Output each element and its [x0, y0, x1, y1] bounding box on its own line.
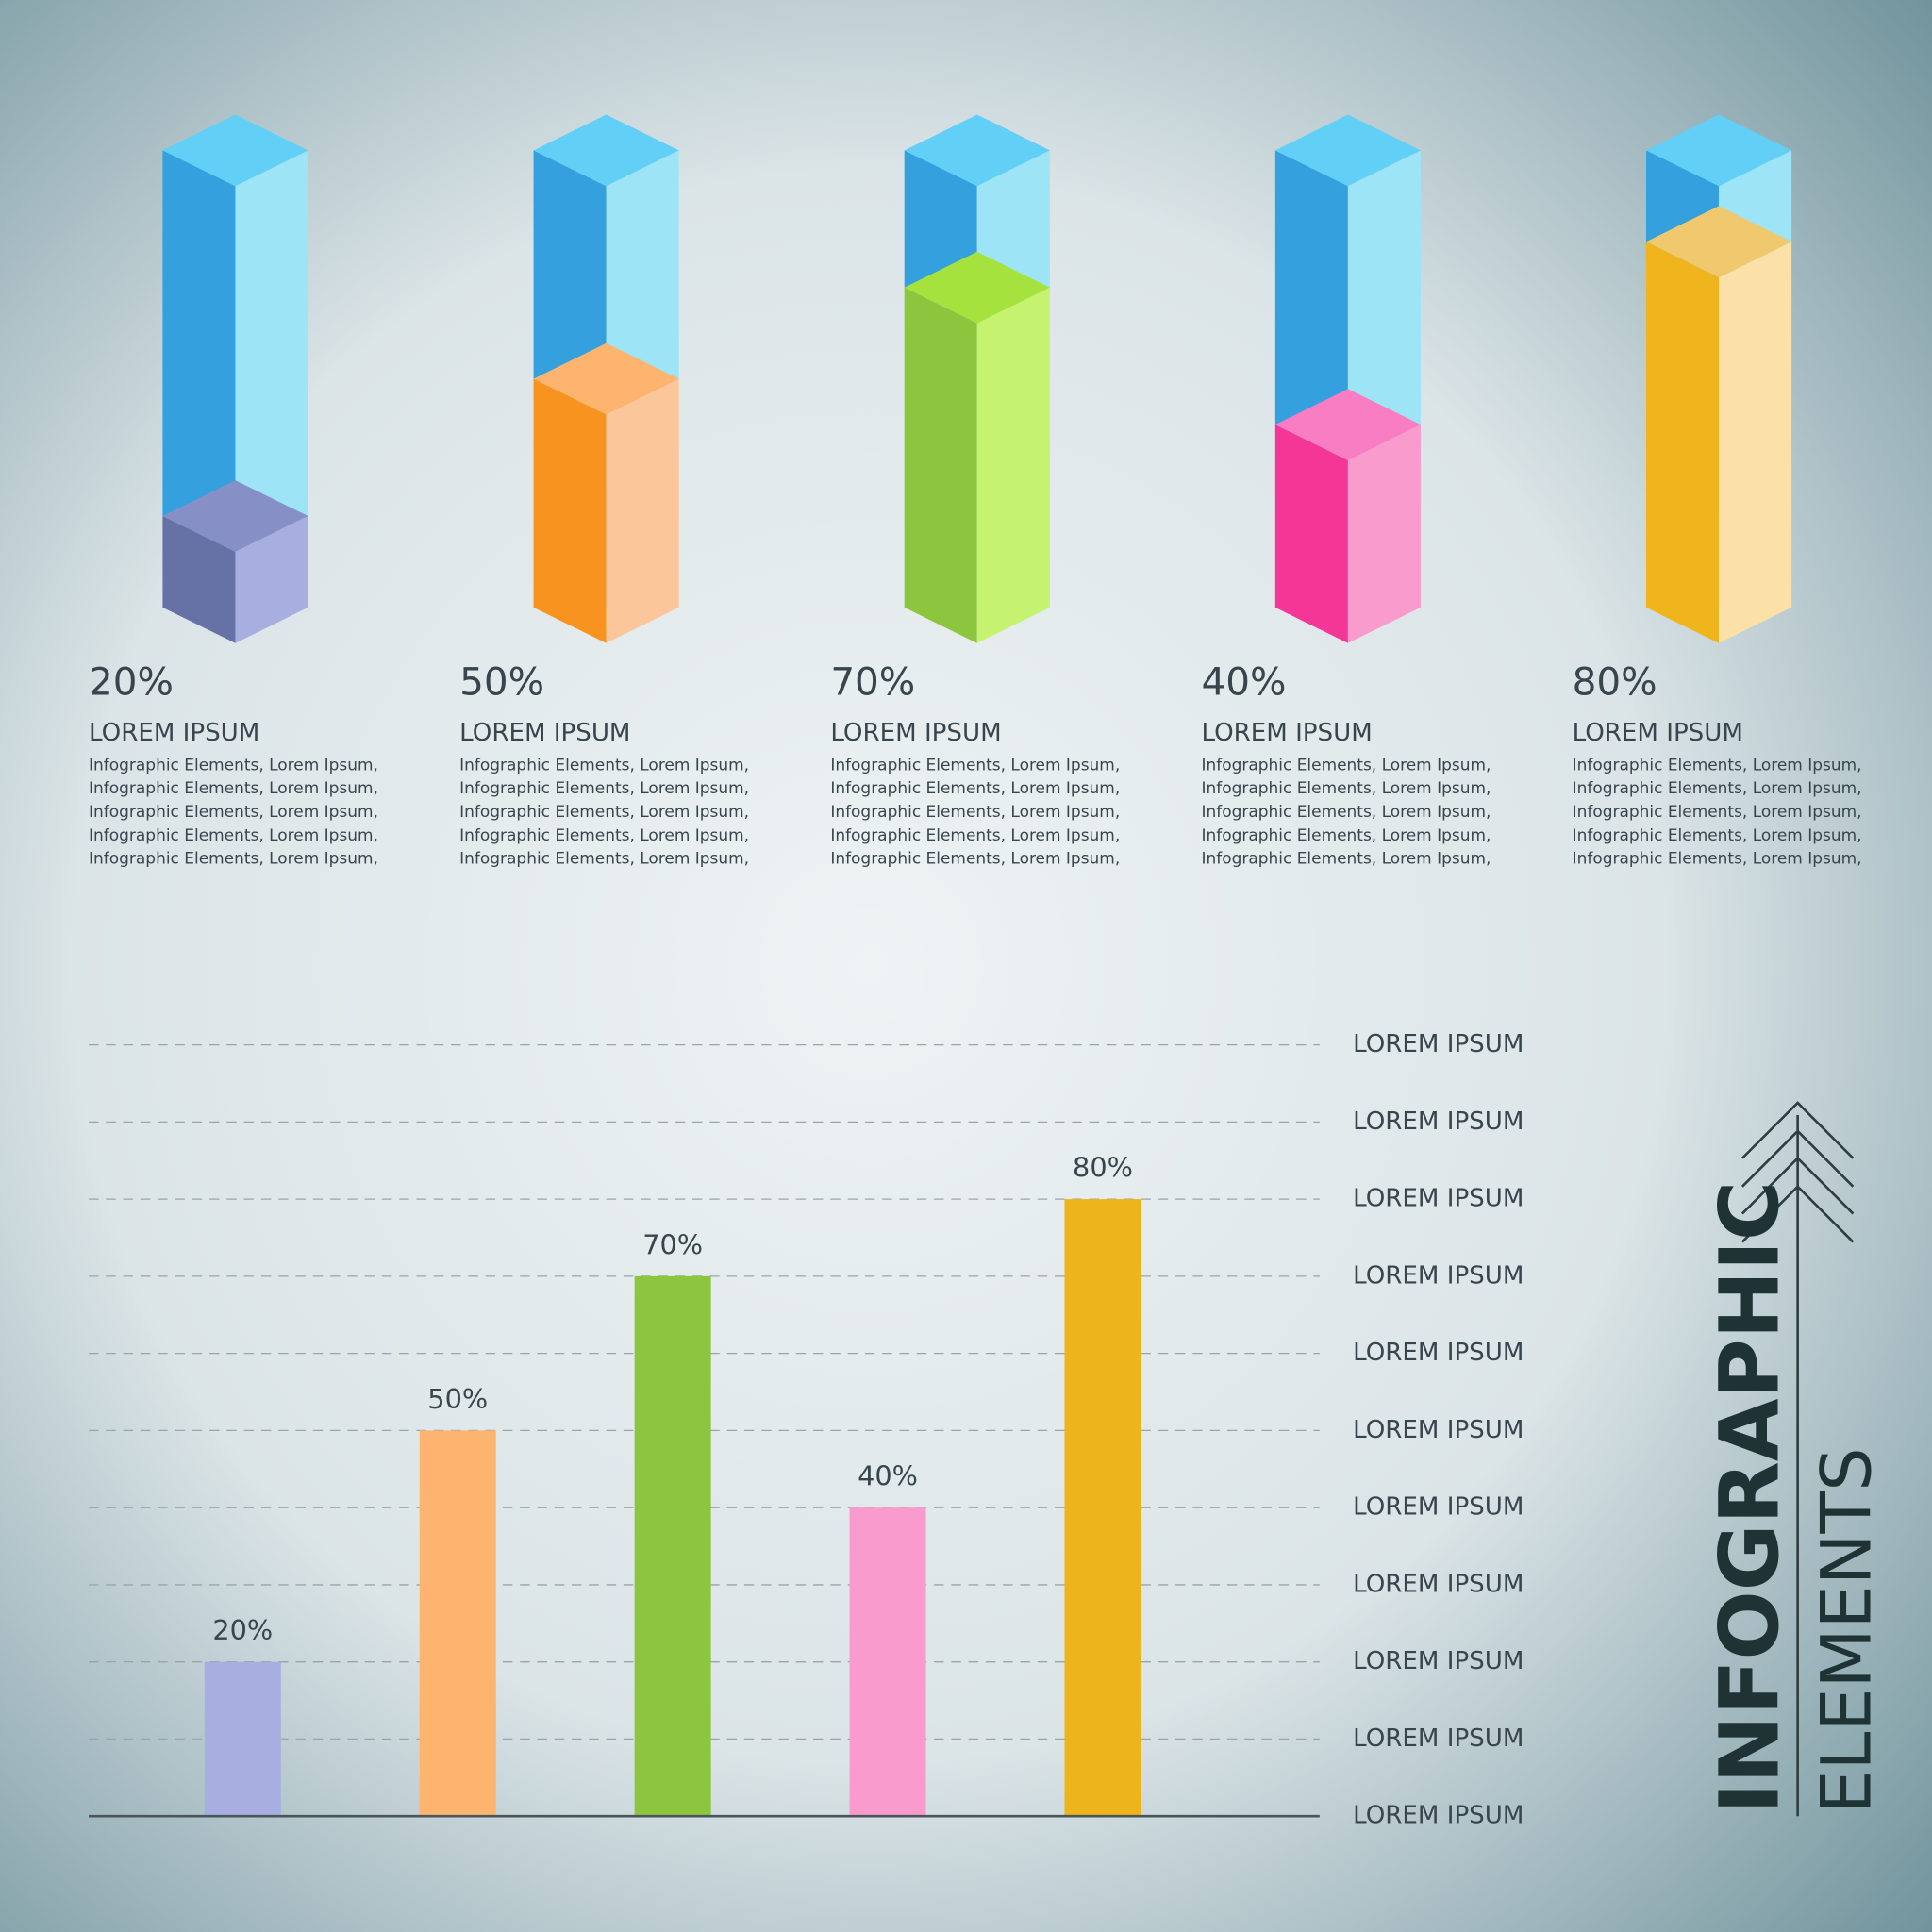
- column-front: [1347, 425, 1421, 643]
- item-description: Infographic Elements, Lorem Ipsum,: [89, 850, 378, 869]
- bar: [634, 1275, 711, 1817]
- column-empty-front: [235, 150, 308, 552]
- item-description: Infographic Elements, Lorem Ipsum,: [1201, 756, 1491, 774]
- column-top: [533, 342, 679, 415]
- bar-value-label: 50%: [427, 1383, 488, 1415]
- item-description: Infographic Elements, Lorem Ipsum,: [1201, 803, 1491, 822]
- column-top: [162, 480, 308, 552]
- column-top: [1274, 389, 1421, 460]
- item-description: Infographic Elements, Lorem Ipsum,: [89, 826, 378, 845]
- item-title: LOREM IPSUM: [89, 719, 259, 747]
- item-description: Infographic Elements, Lorem Ipsum,: [830, 850, 1120, 869]
- item-description: Infographic Elements, Lorem Ipsum,: [459, 803, 749, 822]
- y-tick-label: LOREM IPSUM: [1353, 1647, 1524, 1675]
- column: [904, 251, 1050, 643]
- y-tick-label: LOREM IPSUM: [1353, 1108, 1524, 1136]
- column-empty-top: [162, 114, 308, 187]
- item-description: Infographic Elements, Lorem Ipsum,: [459, 756, 749, 774]
- y-tick-label: LOREM IPSUM: [1353, 1030, 1524, 1058]
- bar: [204, 1661, 281, 1817]
- item-description: Infographic Elements, Lorem Ipsum,: [89, 756, 378, 774]
- column-empty-top: [904, 114, 1050, 187]
- column-front: [1719, 242, 1792, 643]
- bar: [849, 1507, 926, 1817]
- column-front: [976, 287, 1050, 643]
- column-side: [904, 287, 977, 643]
- value-label: 20%: [89, 659, 174, 705]
- y-tick-label: LOREM IPSUM: [1353, 1339, 1524, 1367]
- y-tick-label: LOREM IPSUM: [1353, 1802, 1524, 1830]
- item-title: LOREM IPSUM: [1573, 719, 1743, 747]
- column-top: [1645, 206, 1792, 278]
- item-description: Infographic Elements, Lorem Ipsum,: [1201, 826, 1491, 845]
- column-side: [162, 516, 236, 643]
- bar-value-label: 40%: [858, 1460, 918, 1492]
- column-empty-side: [162, 150, 236, 552]
- column-top: [904, 251, 1050, 324]
- item-description: Infographic Elements, Lorem Ipsum,: [1573, 850, 1862, 869]
- item-title: LOREM IPSUM: [459, 719, 630, 747]
- y-tick-label: LOREM IPSUM: [1353, 1570, 1524, 1598]
- value-label: 50%: [459, 659, 544, 705]
- item-description: Infographic Elements, Lorem Ipsum,: [830, 826, 1120, 845]
- y-tick-label: LOREM IPSUM: [1353, 1416, 1524, 1444]
- column-empty-side: [1274, 150, 1348, 460]
- column-empty-top: [533, 114, 679, 187]
- item-description: Infographic Elements, Lorem Ipsum,: [459, 779, 749, 798]
- subtitle: ELEMENTS: [1807, 1447, 1888, 1813]
- item-description: Infographic Elements, Lorem Ipsum,: [1573, 803, 1862, 822]
- item-title: LOREM IPSUM: [1201, 719, 1372, 747]
- value-label: 40%: [1201, 659, 1286, 705]
- item-description: Infographic Elements, Lorem Ipsum,: [830, 779, 1120, 798]
- y-tick-label: LOREM IPSUM: [1353, 1493, 1524, 1522]
- column-side: [1645, 242, 1720, 643]
- column-side: [1274, 425, 1348, 643]
- y-tick-label: LOREM IPSUM: [1353, 1261, 1524, 1290]
- column-side: [533, 378, 607, 643]
- column-empty-side: [533, 150, 607, 415]
- bar: [1064, 1199, 1141, 1817]
- item-description: Infographic Elements, Lorem Ipsum,: [1573, 826, 1862, 845]
- item-title: LOREM IPSUM: [830, 719, 1001, 747]
- bar-value-label: 20%: [212, 1614, 273, 1646]
- title: INFOGRAPHIC: [1704, 1181, 1798, 1814]
- column: [162, 480, 308, 643]
- value-label: 70%: [830, 659, 915, 705]
- title-arrow: [1740, 1101, 1855, 1817]
- item-description: Infographic Elements, Lorem Ipsum,: [1573, 756, 1862, 774]
- item-description: Infographic Elements, Lorem Ipsum,: [1201, 850, 1491, 869]
- column-front: [235, 516, 308, 643]
- item-description: Infographic Elements, Lorem Ipsum,: [1573, 779, 1862, 798]
- column: [1645, 206, 1792, 643]
- bar: [419, 1430, 496, 1817]
- column-empty-top: [1274, 114, 1421, 187]
- column: [1274, 389, 1421, 643]
- item-description: Infographic Elements, Lorem Ipsum,: [830, 803, 1120, 822]
- value-label: 80%: [1573, 659, 1657, 705]
- item-description: Infographic Elements, Lorem Ipsum,: [459, 850, 749, 869]
- bar-value-label: 70%: [642, 1228, 703, 1260]
- item-description: Infographic Elements, Lorem Ipsum,: [1201, 779, 1491, 798]
- column-empty-top: [1645, 114, 1792, 187]
- column-front: [606, 378, 679, 643]
- y-tick-label: LOREM IPSUM: [1353, 1724, 1524, 1753]
- column-empty-front: [606, 150, 679, 415]
- item-description: Infographic Elements, Lorem Ipsum,: [830, 756, 1120, 774]
- y-tick-label: LOREM IPSUM: [1353, 1185, 1524, 1213]
- item-description: Infographic Elements, Lorem Ipsum,: [89, 803, 378, 822]
- column: [533, 342, 679, 643]
- bar-value-label: 80%: [1073, 1152, 1133, 1184]
- column-empty-front: [1347, 150, 1421, 460]
- item-description: Infographic Elements, Lorem Ipsum,: [89, 779, 378, 798]
- item-description: Infographic Elements, Lorem Ipsum,: [459, 826, 749, 845]
